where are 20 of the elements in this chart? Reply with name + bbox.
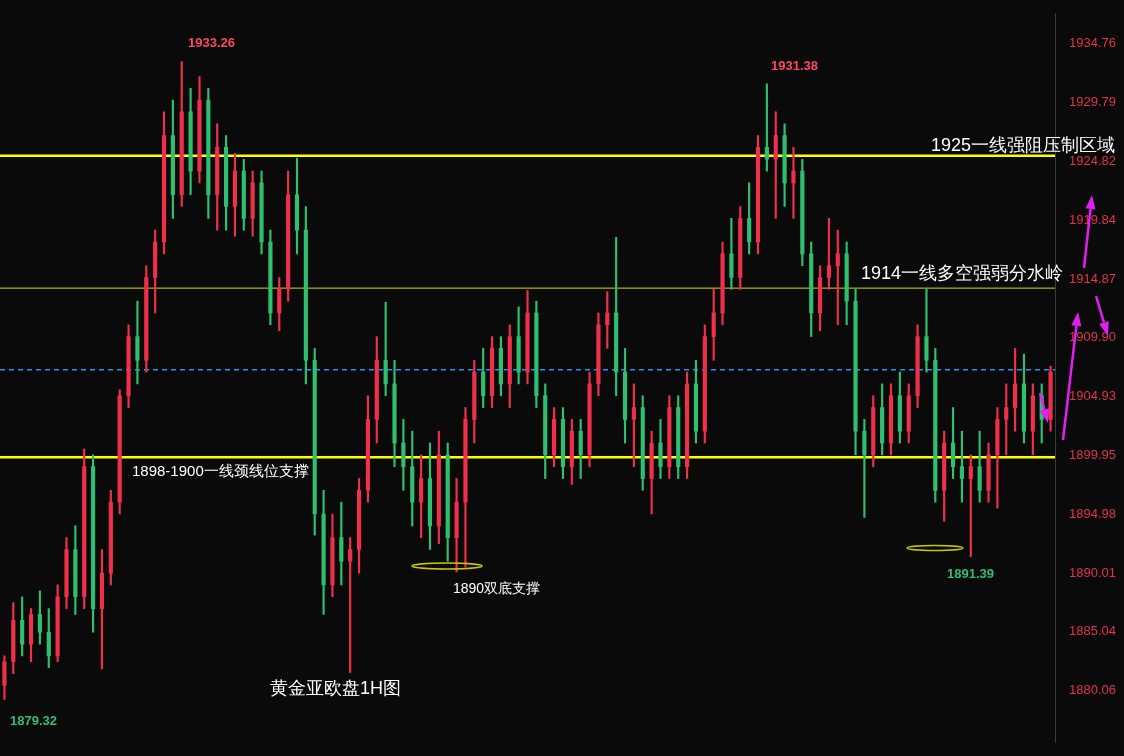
ref-line-label: 1914一线多空强弱分水岭 [860, 263, 1063, 284]
y-tick-label: 1890.01 [1069, 564, 1116, 580]
y-tick-label: 1934.76 [1069, 35, 1116, 51]
annotation: 1933.26 [188, 34, 235, 50]
y-tick-label: 1904.93 [1069, 388, 1116, 404]
annotation: 黄金亚欧盘1H图 [270, 677, 402, 698]
y-tick-label: 1929.79 [1069, 94, 1116, 110]
y-tick-label: 1914.87 [1069, 270, 1116, 286]
y-tick-label: 1880.06 [1069, 682, 1116, 698]
annotation: 1890双底支撑 [453, 579, 541, 596]
y-tick-label: 1885.04 [1069, 623, 1116, 639]
candlestick [924, 287, 929, 373]
ref-line-label: 1898-1900一线颈线位支撑 [132, 462, 309, 480]
ref-line-label: 1925一线强阻压制区域 [930, 134, 1115, 155]
annotation: 1891.39 [947, 565, 994, 581]
annotation: 1879.32 [10, 712, 57, 728]
candlestick [791, 147, 796, 219]
y-tick-label: 1894.98 [1069, 505, 1116, 521]
y-tick-label: 1899.95 [1069, 447, 1116, 463]
annotation: 1931.38 [771, 57, 818, 73]
